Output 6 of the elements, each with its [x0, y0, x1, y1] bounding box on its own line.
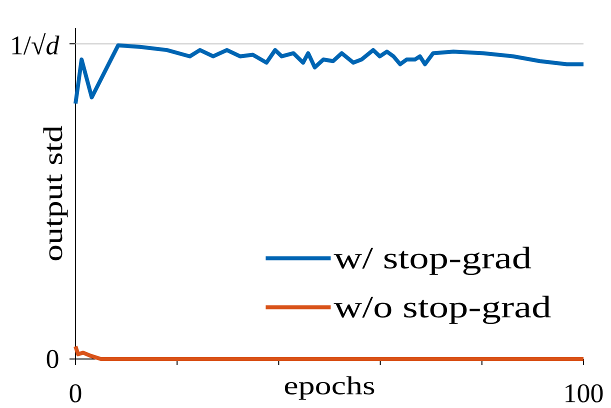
x-tick-label: 100 — [566, 384, 603, 402]
x-axis-title: epochs — [284, 376, 374, 400]
y-tick-label: 1/√d — [12, 32, 60, 55]
y-axis-title: output std — [43, 126, 68, 260]
legend-label: w/ stop-grad — [334, 246, 532, 275]
legend-label: w/o stop-grad — [334, 296, 551, 324]
